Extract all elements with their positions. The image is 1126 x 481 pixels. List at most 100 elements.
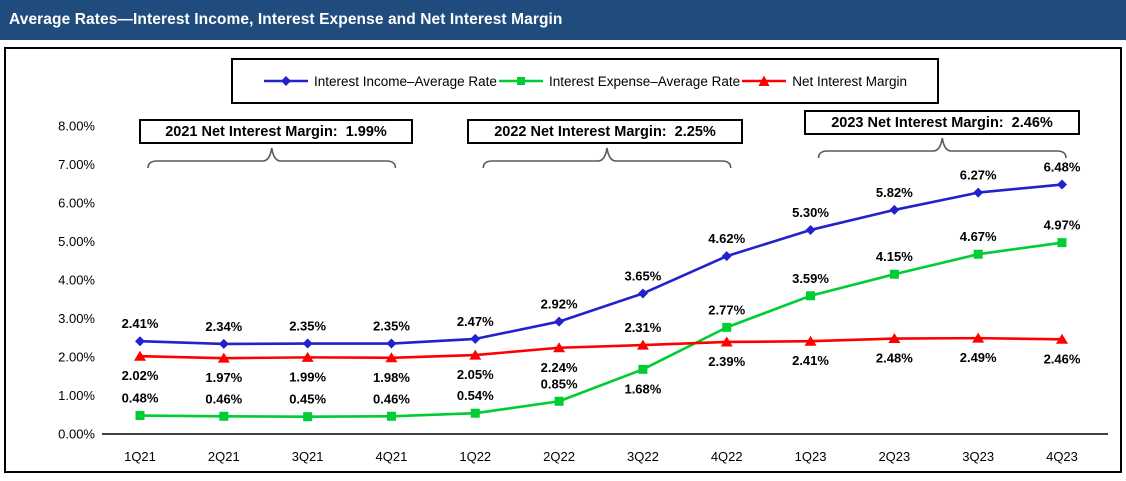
data-point-marker	[219, 411, 229, 421]
data-point-marker	[302, 338, 313, 349]
data-point-marker	[1057, 179, 1067, 190]
x-axis-tick-label: 1Q22	[459, 449, 491, 464]
y-axis-tick-label: 8.00%	[58, 119, 95, 134]
data-point-marker	[554, 396, 564, 406]
data-point-marker	[804, 335, 817, 346]
square-marker-icon	[498, 77, 543, 85]
year-brace-2023	[817, 137, 1067, 159]
data-point-marker	[638, 364, 648, 374]
data-point-marker	[386, 411, 396, 421]
annotation-2023-nim: 2023 Net Interest Margin: 2.46%	[804, 110, 1080, 135]
series-line-triangle	[139, 336, 1063, 360]
data-point-marker	[889, 204, 900, 215]
data-point-marker	[553, 342, 566, 353]
data-point-marker	[469, 349, 482, 360]
annotation-2022-nim: 2022 Net Interest Margin: 2.25%	[467, 119, 743, 144]
data-point-marker	[301, 351, 314, 362]
data-point-marker	[973, 249, 983, 259]
title-bar: Average Rates—Interest Income, Interest …	[0, 0, 1126, 40]
data-point-label: 2.41%	[122, 316, 159, 331]
data-point-marker	[972, 332, 985, 343]
data-point-label: 2.49%	[960, 350, 997, 365]
data-point-marker	[386, 338, 397, 349]
x-axis-tick-label: 2Q22	[543, 449, 575, 464]
data-point-label: 0.48%	[122, 391, 159, 406]
data-point-label: 2.05%	[457, 367, 494, 382]
legend-item: Interest Expense–Average Rate	[498, 74, 740, 89]
data-point-marker	[636, 339, 649, 350]
x-axis-tick-label: 3Q22	[627, 449, 659, 464]
x-axis-tick-label: 1Q23	[795, 449, 827, 464]
y-axis-tick-label: 2.00%	[58, 350, 95, 365]
data-point-marker	[470, 408, 480, 418]
y-axis-tick-label: 6.00%	[58, 196, 95, 211]
triangle-marker-icon	[742, 75, 787, 86]
data-point-marker	[888, 333, 901, 344]
data-point-label: 0.85%	[541, 376, 578, 391]
x-axis-tick-label: 2Q23	[878, 449, 910, 464]
data-point-marker	[889, 269, 899, 279]
legend-label: Interest Expense–Average Rate	[548, 73, 741, 89]
data-point-label: 0.46%	[205, 391, 242, 406]
data-point-marker	[722, 322, 732, 332]
data-point-label: 2.02%	[122, 368, 159, 383]
data-point-marker	[218, 338, 229, 349]
data-point-marker	[470, 333, 481, 344]
data-point-label: 1.99%	[289, 369, 326, 384]
y-axis-tick-label: 1.00%	[58, 388, 95, 403]
data-point-label: 4.67%	[960, 229, 997, 244]
legend-item: Interest Income–Average Rate	[263, 74, 497, 89]
data-point-label: 2.31%	[624, 320, 661, 335]
data-point-label: 1.68%	[624, 381, 661, 396]
data-point-marker	[135, 336, 145, 347]
data-point-marker	[637, 288, 648, 299]
data-point-marker	[1057, 238, 1067, 248]
data-point-label: 2.46%	[1044, 351, 1081, 366]
chart-title: Average Rates—Interest Income, Interest …	[9, 11, 563, 28]
data-point-label: 4.15%	[876, 249, 913, 264]
data-point-label: 4.62%	[708, 231, 745, 246]
data-point-label: 2.92%	[541, 297, 578, 312]
data-point-marker	[303, 412, 313, 422]
data-point-label: 2.77%	[708, 302, 745, 317]
y-axis-tick-label: 0.00%	[58, 427, 95, 442]
data-point-label: 5.30%	[792, 205, 829, 220]
data-point-marker	[973, 187, 984, 198]
legend-label: Net Interest Margin	[792, 73, 907, 89]
series-line-square	[139, 241, 1063, 418]
year-brace-2021	[147, 147, 397, 169]
diamond-marker-icon	[264, 76, 308, 86]
data-point-label: 1.97%	[205, 370, 242, 385]
data-point-marker	[135, 411, 145, 421]
y-axis-tick-label: 3.00%	[58, 311, 95, 326]
x-axis-tick-label: 4Q22	[711, 449, 743, 464]
data-point-marker	[805, 224, 816, 235]
data-point-label: 2.35%	[289, 319, 326, 334]
data-point-label: 2.41%	[792, 353, 829, 368]
data-point-label: 0.45%	[289, 392, 326, 407]
data-point-label: 0.46%	[373, 391, 410, 406]
chart-panel: 0.00% 1.00% 2.00% 3.00% 4.00% 5.00% 6.00% 7.00%…	[4, 47, 1122, 473]
data-point-marker	[217, 352, 230, 363]
y-axis-tick-label: 5.00%	[58, 234, 95, 249]
data-point-marker	[720, 336, 733, 347]
year-brace-2022	[482, 147, 732, 169]
series-line-diamond	[139, 183, 1063, 346]
data-point-label: 6.48%	[1044, 160, 1081, 175]
data-point-label: 0.54%	[457, 388, 494, 403]
data-point-label: 4.97%	[1044, 218, 1081, 233]
data-point-label: 2.39%	[708, 354, 745, 369]
x-axis-tick-label: 1Q21	[124, 449, 156, 464]
line-chart: 0.00% 1.00% 2.00% 3.00% 4.00% 5.00% 6.00% 7.00%…	[58, 119, 1108, 464]
data-point-label: 2.24%	[541, 360, 578, 375]
data-point-marker	[1056, 333, 1068, 344]
annotation-2021-nim: 2021 Net Interest Margin: 1.99%	[139, 119, 413, 144]
data-point-marker	[385, 352, 398, 363]
y-axis-tick-label: 7.00%	[58, 157, 95, 172]
legend-label: Interest Income–Average Rate	[314, 73, 497, 89]
y-axis-tick-label: 4.00%	[58, 273, 95, 288]
data-point-marker	[134, 350, 146, 361]
data-point-label: 5.82%	[876, 185, 913, 200]
data-point-marker	[554, 316, 565, 327]
